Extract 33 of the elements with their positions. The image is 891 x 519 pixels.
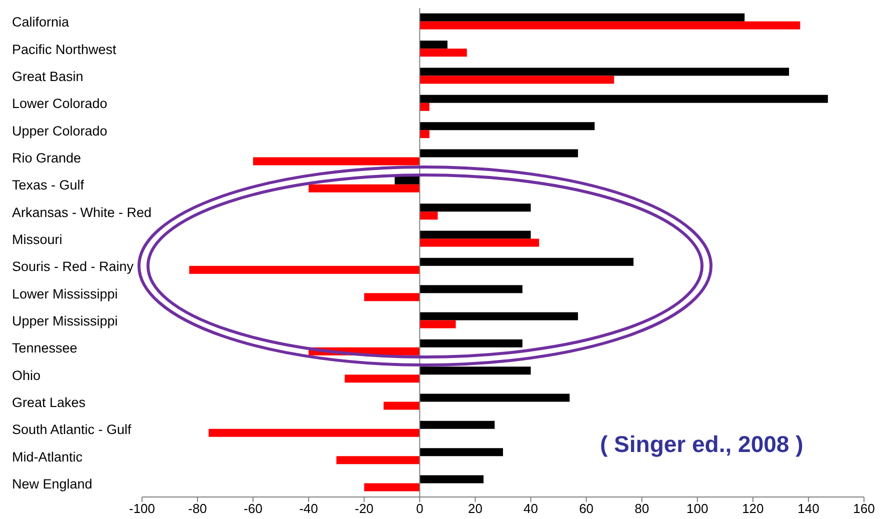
x-tick-label: -80 <box>188 501 207 516</box>
y-tick-label: Pacific Northwest <box>12 42 117 57</box>
y-tick-label: Texas - Gulf <box>12 178 84 193</box>
y-tick-label: Lower Mississippi <box>12 286 118 302</box>
x-tick-label: 120 <box>742 501 764 516</box>
y-tick-label: Upper Colorado <box>12 123 108 138</box>
annotation: ( Singer ed., 2008 ) <box>600 431 804 458</box>
y-tick-label: New England <box>12 476 92 492</box>
y-tick-label: Lower Colorado <box>12 96 108 112</box>
x-tick-label: 100 <box>686 501 708 516</box>
y-tick-label: Souris - Red - Rainy <box>12 259 134 274</box>
y-tick-label: California <box>12 14 70 30</box>
y-tick-label: Missouri <box>12 232 62 247</box>
y-tick-label: Upper Mississippi <box>12 313 118 328</box>
y-tick-label: Great Basin <box>12 68 84 84</box>
x-tick-label: 80 <box>634 501 650 516</box>
y-tick-label: South Atlantic - Gulf <box>12 422 132 438</box>
y-tick-label: Rio Grande <box>12 150 82 166</box>
x-tick-label: 140 <box>798 501 820 516</box>
x-tick-label: -100 <box>128 501 156 516</box>
y-tick-label: Mid-Atlantic <box>12 449 83 464</box>
x-tick-label: -20 <box>354 501 374 516</box>
x-tick-label: 0 <box>416 501 424 516</box>
x-tick-label: -60 <box>244 501 262 516</box>
y-tick-label: Ohio <box>12 368 41 383</box>
x-tick-label: 160 <box>853 501 875 516</box>
x-tick-label: 20 <box>468 501 482 516</box>
y-tick-label: Arkansas - White - Red <box>12 204 152 220</box>
x-tick-label: 40 <box>524 501 538 516</box>
x-tick-label: 60 <box>579 501 594 516</box>
y-tick-label: Great Lakes <box>12 394 86 410</box>
x-tick-label: -40 <box>299 501 318 516</box>
y-tick-label: Tennessee <box>12 340 78 356</box>
